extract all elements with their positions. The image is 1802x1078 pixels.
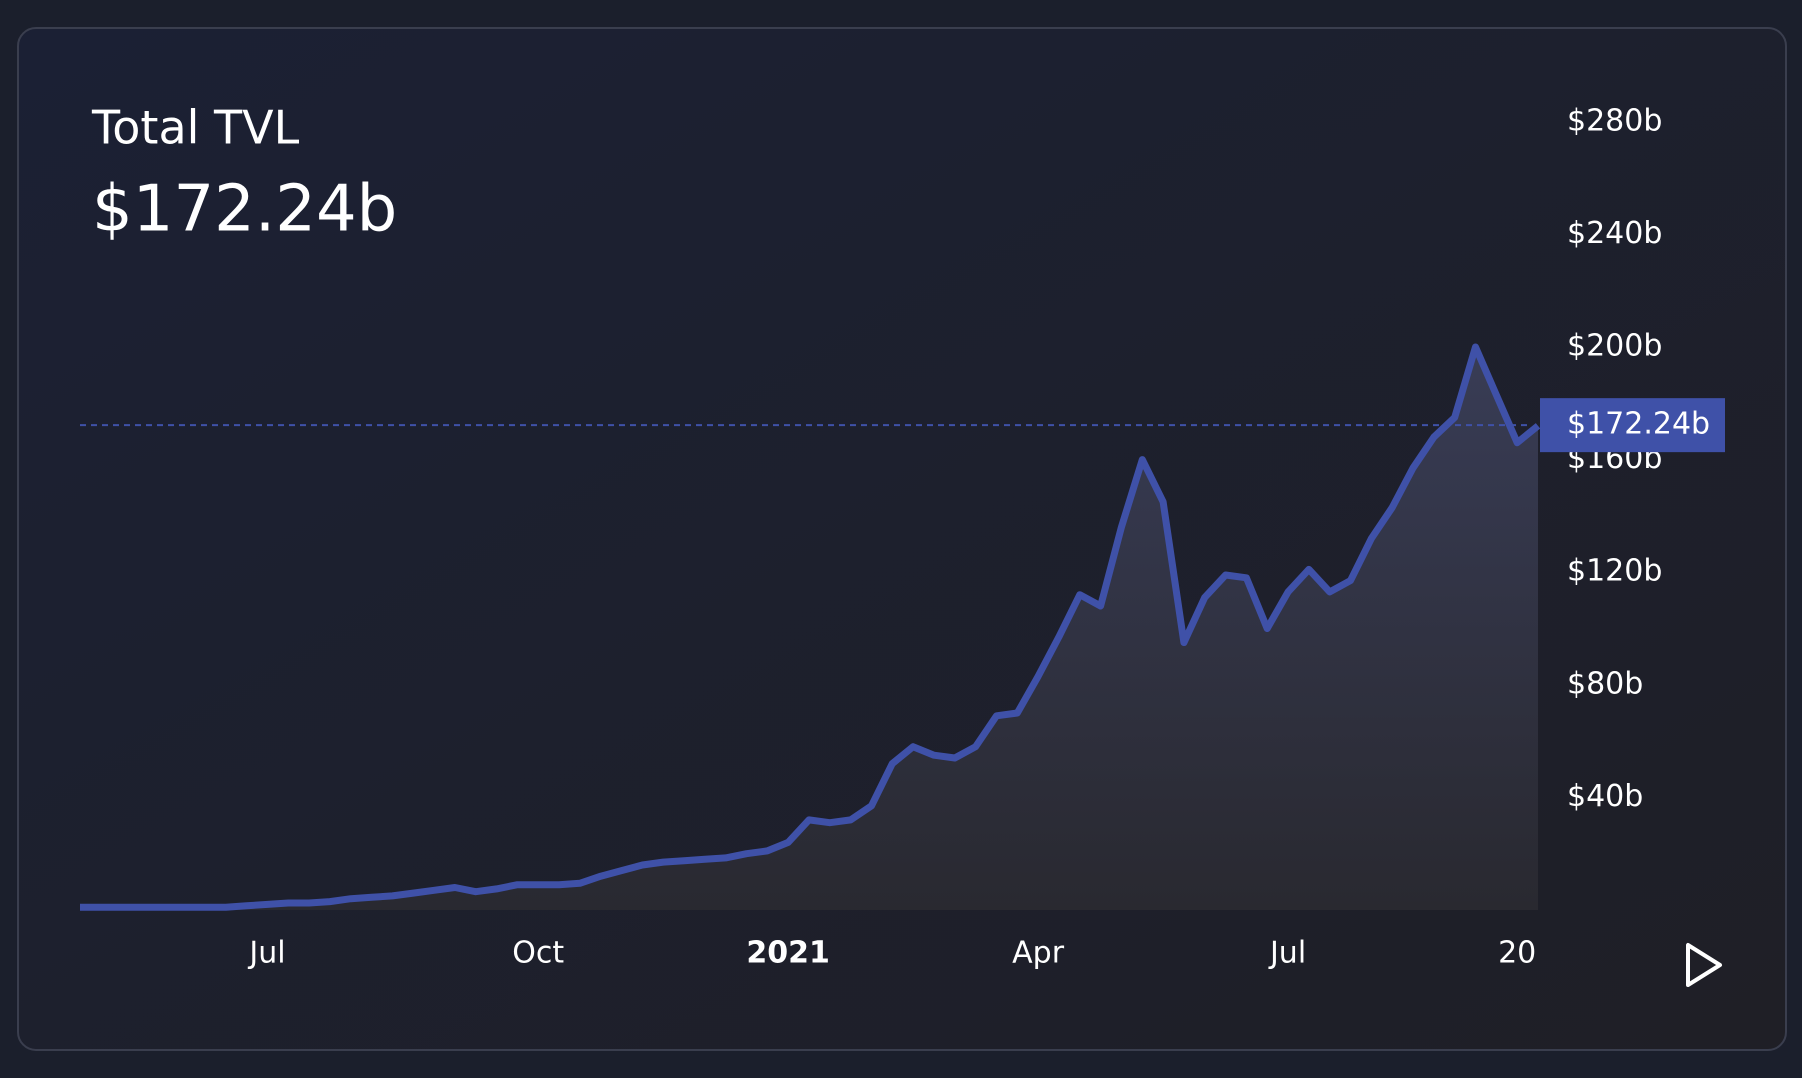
x-tick-label: Jul [1268,936,1306,971]
x-tick-label: Oct [512,936,564,971]
x-tick-label: Jul [247,936,285,971]
y-tick-label: $200b [1567,329,1662,364]
current-value-label: $172.24b [1567,407,1710,442]
y-tick-label: $80b [1567,666,1643,701]
y-tick-label: $280b [1567,103,1662,138]
x-tick-label: 2021 [746,936,830,971]
x-tick-label: 20 [1498,936,1536,971]
play-button[interactable] [1686,943,1722,987]
y-tick-label: $40b [1567,779,1643,814]
area [80,347,1538,910]
current-value-box [1540,398,1725,453]
current-value: $172.24b [92,173,397,247]
x-tick-label: Apr [1012,936,1065,971]
chart-title: Total TVL [91,101,300,155]
line [80,343,1541,911]
y-tick-label: $240b [1567,216,1662,251]
y-tick-label: $120b [1567,554,1662,589]
